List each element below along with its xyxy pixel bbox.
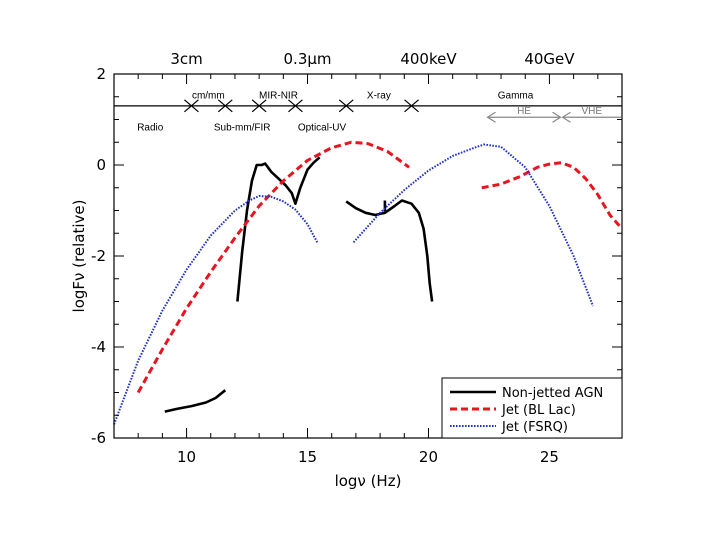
y-tick-label: 2	[96, 65, 106, 83]
legend-label-bl-lac: Jet (BL Lac)	[501, 403, 576, 418]
band-boundary-cross	[288, 99, 303, 113]
band-label: Sub-mm/FIR	[214, 122, 271, 133]
x-tick-label: 25	[540, 448, 559, 466]
y-tick-label: -4	[91, 338, 106, 356]
band-boundary-cross	[338, 99, 354, 113]
y-tick-label: -6	[91, 429, 106, 447]
x-tick-label: 20	[419, 448, 438, 466]
band-label: MIR-NIR	[259, 90, 298, 101]
top-tick-label: 3cm	[170, 50, 202, 68]
band-label: cm/mm	[192, 90, 225, 101]
sub-band-label: HE	[517, 106, 531, 117]
band-boundary-cross	[184, 99, 199, 113]
axes: 10 15 20 25 3cm 0.3μm 400keV 40GeV -6 -4 -2 0 2	[91, 50, 623, 466]
legend: Non-jetted AGN Jet (BL Lac) Jet (FSRQ)	[441, 377, 623, 439]
series-line-1	[481, 161, 624, 230]
y-tick-label: -2	[91, 247, 106, 265]
y-tick-label: 0	[96, 156, 106, 174]
top-tick-label: 0.3μm	[284, 50, 332, 68]
band-label: Gamma	[498, 90, 534, 101]
series-line-2	[352, 143, 594, 307]
band-boundary-cross	[251, 99, 267, 113]
legend-label-fsrq: Jet (FSRQ)	[501, 420, 568, 435]
band-boundary-cross	[404, 99, 419, 113]
top-tick-label: 400keV	[400, 50, 457, 68]
series-line-1	[136, 140, 410, 394]
x-tick-label: 10	[177, 448, 196, 466]
series-line-2	[113, 194, 319, 425]
y-axis-title: logFν (relative)	[70, 200, 88, 313]
series-line-0	[236, 156, 321, 302]
sub-band-label: VHE	[581, 106, 602, 117]
band-label: Radio	[137, 122, 164, 133]
band-annotations: Radio cm/mm Sub-mm/FIR MIR-NIR Optical-UV X-r…	[114, 90, 622, 133]
legend-label-non-jetted: Non-jetted AGN	[502, 386, 603, 401]
series-line-0	[164, 389, 227, 413]
sub-band-arrow-head	[486, 111, 496, 123]
sub-band-arrow-head	[561, 111, 571, 123]
x-axis-title: logν (Hz)	[335, 472, 402, 490]
band-boundary-cross	[217, 99, 233, 113]
band-label: Optical-UV	[298, 122, 347, 133]
x-tick-label: 15	[298, 448, 317, 466]
series-line-0	[345, 199, 434, 302]
series-layer	[113, 140, 624, 425]
band-label: X-ray	[367, 90, 391, 101]
top-tick-label: 40GeV	[524, 50, 575, 68]
sub-band-arrow-head	[552, 111, 562, 123]
